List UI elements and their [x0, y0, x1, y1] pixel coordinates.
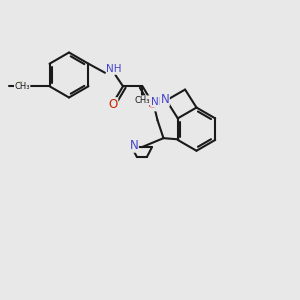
Text: S: S — [16, 80, 24, 93]
Text: O: O — [109, 98, 118, 111]
Text: N: N — [130, 139, 138, 152]
Text: O: O — [148, 98, 157, 111]
Text: NH: NH — [106, 64, 122, 74]
Text: CH₃: CH₃ — [135, 96, 150, 105]
Text: N: N — [160, 93, 169, 106]
Text: CH₃: CH₃ — [14, 82, 30, 91]
Text: NH: NH — [151, 97, 167, 107]
